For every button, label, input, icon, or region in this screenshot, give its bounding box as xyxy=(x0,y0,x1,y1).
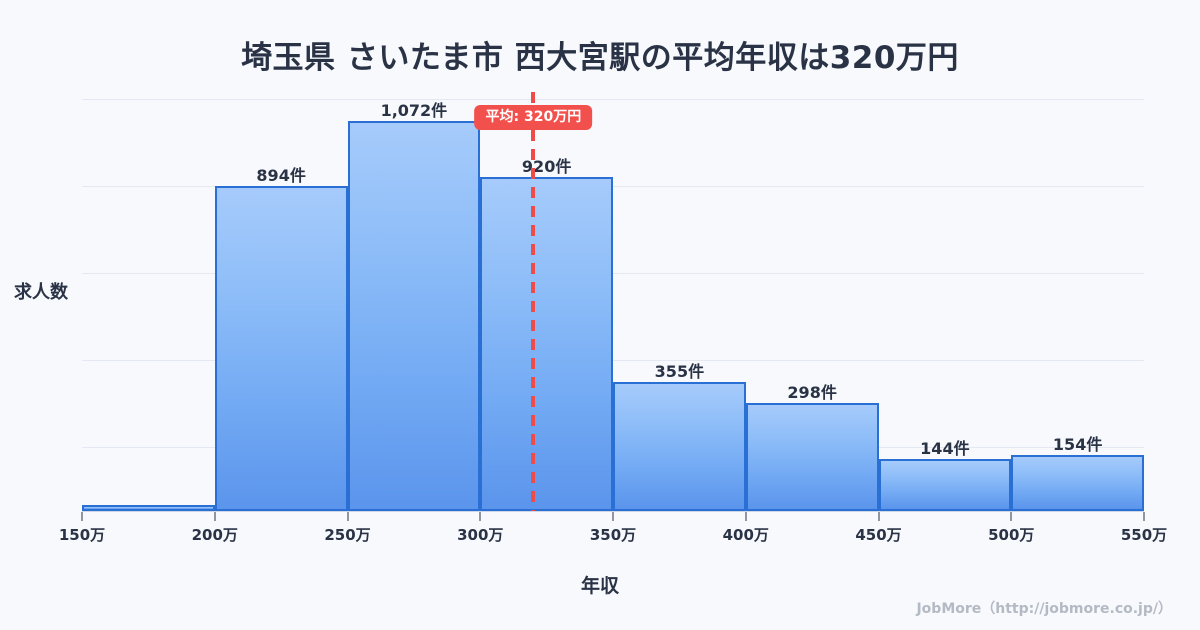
tick-label: 350万 xyxy=(589,526,637,544)
bar-value-label: 355件 xyxy=(654,361,705,381)
tick-label: 250万 xyxy=(324,526,371,544)
average-badge: 平均: 320万円 xyxy=(474,105,593,130)
bar xyxy=(878,458,1012,511)
gridline xyxy=(82,186,1144,187)
tick-mark xyxy=(612,512,614,521)
tick-label: 200万 xyxy=(191,526,238,544)
tick-mark xyxy=(214,512,216,521)
tick-mark xyxy=(878,512,879,521)
gridline xyxy=(82,273,1144,274)
y-axis-title: 求人数 xyxy=(14,282,68,303)
tick-label: 150万 xyxy=(58,526,106,544)
bar-value-label: 154件 xyxy=(1052,435,1103,455)
x-axis-title: 年収 xyxy=(580,575,619,597)
bar xyxy=(1011,455,1144,511)
bar xyxy=(613,381,746,511)
bar xyxy=(82,505,215,511)
gridline xyxy=(82,99,1144,100)
bar-value-label: 894件 xyxy=(256,166,306,186)
tick-mark xyxy=(1010,512,1012,521)
tick-label: 500万 xyxy=(988,526,1035,544)
tick-mark xyxy=(745,512,747,521)
tick-label: 300万 xyxy=(457,526,504,544)
tick-mark xyxy=(81,512,83,521)
tick-label: 450万 xyxy=(855,526,902,544)
average-line xyxy=(531,92,536,511)
page-title: 埼玉県 さいたま市 西大宮駅の平均年収は320万円 xyxy=(241,40,959,76)
bar-value-label: 144件 xyxy=(920,438,970,458)
bar-value-label: 920件 xyxy=(521,156,572,176)
tick-label: 550万 xyxy=(1120,526,1168,544)
bar xyxy=(745,402,879,511)
x-axis-line xyxy=(82,511,1144,512)
gridline xyxy=(82,360,1144,361)
bar-value-label: 298件 xyxy=(787,382,837,402)
tick-mark xyxy=(347,512,348,521)
tick-mark xyxy=(479,512,481,521)
plot-area: 894件 1,072件 920件 355件 298件 144件 154件 150万 200万 2… xyxy=(59,92,1167,544)
tick-label: 400万 xyxy=(722,526,769,544)
footer-credit: JobMore（http://jobmore.co.jp/） xyxy=(916,601,1172,617)
bar xyxy=(347,121,481,511)
bar xyxy=(214,186,348,511)
tick-mark xyxy=(1143,512,1145,521)
bar-value-label: 1,072件 xyxy=(380,101,448,121)
bar xyxy=(480,176,613,511)
